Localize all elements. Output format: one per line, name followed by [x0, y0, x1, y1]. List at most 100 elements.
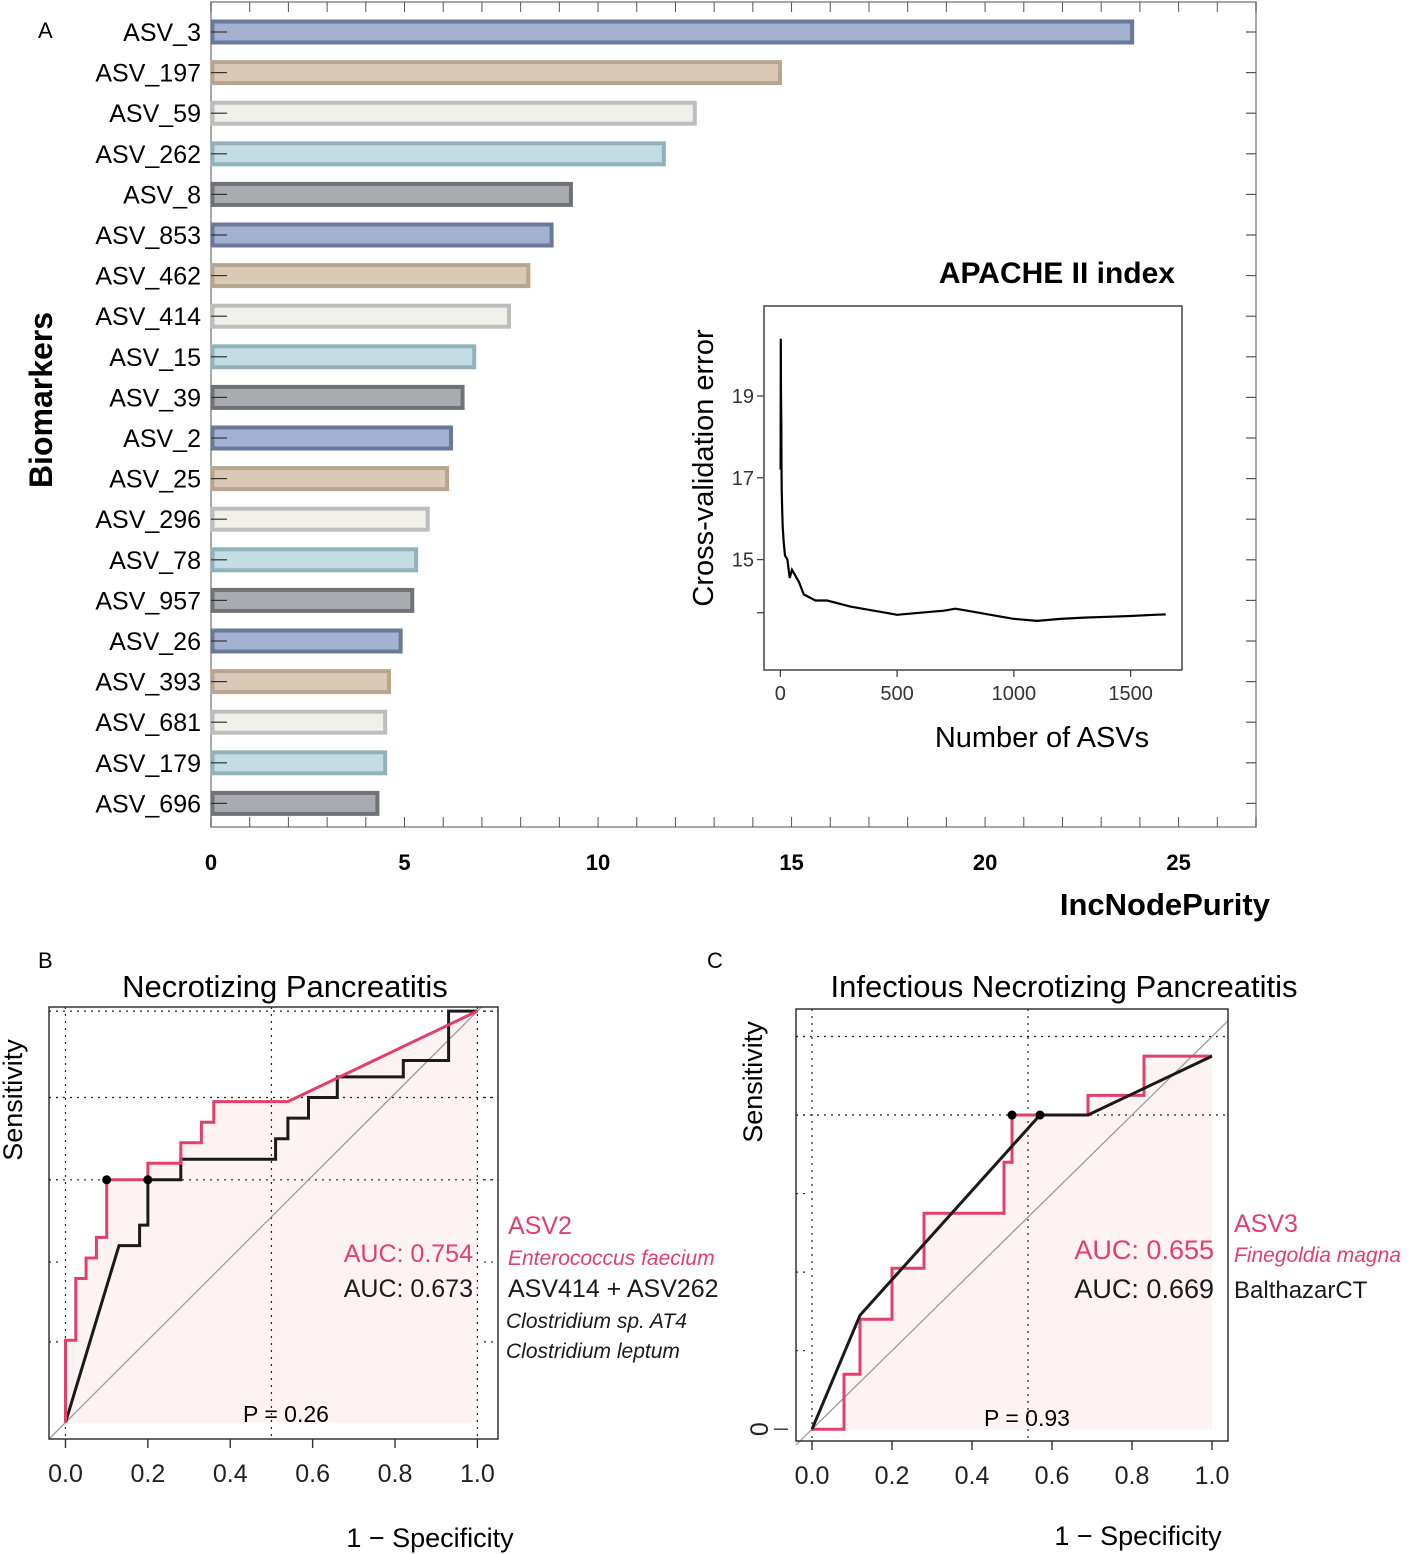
cv-x-tick-label-1000: 1000 — [992, 683, 1037, 705]
category-label-asv-179: ASV_179 — [95, 750, 201, 778]
bar-asv-696 — [210, 790, 380, 816]
x-tick-label-10: 10 — [586, 850, 610, 875]
cv-plot-frame — [763, 305, 1183, 671]
x-tick-label-1-0: 1.0 — [460, 1460, 495, 1488]
x-tick-label-15: 15 — [779, 850, 803, 875]
category-label-asv-78: ASV_78 — [109, 547, 201, 575]
panel-label-a: A — [38, 18, 53, 43]
bar-asv-853 — [210, 222, 554, 248]
rocB-diagonal — [48, 1006, 482, 1440]
importance-plot-frame — [210, 1, 1257, 828]
bar-asv-78 — [210, 547, 419, 573]
category-label-asv-393: ASV_393 — [95, 669, 201, 697]
category-label-asv-262: ASV_262 — [95, 141, 201, 169]
bar-asv-26 — [210, 628, 403, 654]
panel-a: A ASV_3ASV_197ASV_59ASV_262ASV_8ASV_853A… — [23, 1, 1271, 922]
rocB-curve-asv414-asv262 — [64, 1009, 478, 1423]
bar-asv-3 — [210, 19, 1135, 45]
cv-inset-background — [640, 250, 1200, 770]
rocC-plot-frame — [795, 1008, 1229, 1442]
panel-c: C Infectious Necrotizing Pancreatitis 0.… — [707, 948, 1401, 1551]
cv-inset: APACHE II index 0 500 1000 1500 15 17 19 Cross… — [640, 250, 1200, 770]
category-label-asv-39: ASV_39 — [109, 384, 201, 412]
cv-x-tick-label-500: 500 — [880, 683, 913, 705]
rocC-p-value: P = 0.93 — [984, 1405, 1070, 1431]
bar-asv-957 — [210, 587, 415, 613]
cv-axes: 0 500 1000 1500 15 17 19 — [732, 386, 1153, 705]
rocC-xlabel: 1 − Specificity — [1054, 1521, 1222, 1551]
rocC-auc-black: AUC: 0.669 — [1074, 1274, 1214, 1304]
cv-x-tick-label-0: 0 — [775, 683, 786, 705]
x-tick-label-0-6: 0.6 — [295, 1460, 330, 1488]
bar-asv-59 — [210, 100, 697, 126]
rocB-p-value: P = 0.26 — [243, 1401, 329, 1427]
cv-ylabel: Cross-validation error — [688, 329, 720, 607]
rocB-legend-taxon-1: Clostridium sp. AT4 — [506, 1310, 687, 1333]
rocB-legend-asv414-asv262: ASV414 + ASV262 — [508, 1275, 719, 1303]
bar-asv-262 — [210, 141, 666, 167]
cv-y-tick-label-19: 19 — [732, 386, 754, 408]
cv-error-line — [779, 338, 1166, 623]
x-tick-label-0: 0 — [205, 850, 217, 875]
category-label-asv-25: ASV_25 — [109, 466, 201, 494]
bar-asv-462 — [210, 263, 531, 289]
rocC-curve-asv3 — [812, 1054, 1212, 1431]
rocB-title: Necrotizing Pancreatitis — [122, 969, 448, 1004]
importance-x-axis: 0 5 10 15 20 25 — [205, 2, 1257, 875]
x-tick-label-25: 25 — [1166, 850, 1190, 875]
rocB-axes: 0.0 0.2 0.4 0.6 0.8 1.0 — [48, 1010, 498, 1488]
rocB-marker-asv2 — [102, 1175, 112, 1185]
panel-label-c: C — [707, 948, 723, 973]
category-label-asv-462: ASV_462 — [95, 263, 201, 291]
category-label-asv-15: ASV_15 — [109, 344, 201, 372]
rocC-legend-balthazar-ct: BalthazarCT — [1234, 1277, 1368, 1304]
rocC-marker-balthazar-ct — [1035, 1110, 1045, 1120]
category-label-asv-26: ASV_26 — [109, 628, 201, 656]
bar-asv-25 — [210, 466, 450, 492]
bar-asv-15 — [210, 344, 477, 370]
rocC-grid — [796, 1009, 1228, 1441]
x-tick-label-5: 5 — [398, 850, 410, 875]
x-tick-label-20: 20 — [973, 850, 997, 875]
importance-xlabel: IncNodePurity — [1060, 887, 1271, 922]
category-label-asv-957: ASV_957 — [95, 587, 201, 615]
rocB-auc-black: AUC: 0.673 — [344, 1275, 473, 1303]
cv-title: APACHE II index — [939, 257, 1175, 290]
rocC-auc-fill — [812, 1056, 1212, 1430]
x-tick-label-0-8: 0.8 — [378, 1460, 413, 1488]
rocB-legend-taxon-2: Clostridium leptum — [506, 1340, 680, 1363]
importance-ylabel: Biomarkers — [23, 312, 59, 488]
rocB-xlabel: 1 − Specificity — [346, 1523, 514, 1553]
rocC-legend-taxon-asv3: Finegoldia magna — [1234, 1244, 1401, 1267]
bar-asv-681 — [210, 709, 388, 735]
x-tick-label-0-4: 0.4 — [213, 1460, 248, 1488]
bar-asv-197 — [210, 60, 782, 86]
rocB-auc-red: AUC: 0.754 — [344, 1240, 473, 1268]
x-tick-label-0-0: 0.0 — [795, 1462, 830, 1490]
category-label-asv-853: ASV_853 — [95, 222, 201, 250]
x-tick-label-0-2: 0.2 — [130, 1460, 165, 1488]
x-tick-label-1-0: 1.0 — [1195, 1462, 1230, 1490]
cv-y-tick-label-17: 17 — [732, 468, 754, 490]
category-label-asv-8: ASV_8 — [123, 181, 201, 209]
rocC-marker-asv3 — [1007, 1110, 1017, 1120]
bar-asv-39 — [210, 384, 465, 410]
bar-asv-2 — [210, 425, 453, 451]
rocC-diagonal — [795, 1020, 1229, 1446]
rocB-ylabel: Sensitivity — [0, 1039, 28, 1161]
x-tick-label-0-8: 0.8 — [1115, 1462, 1150, 1490]
x-tick-label-0-2: 0.2 — [875, 1462, 910, 1490]
rocB-legend-asv2: ASV2 — [508, 1212, 572, 1240]
cv-y-tick-label-15: 15 — [732, 550, 754, 572]
category-label-asv-3: ASV_3 — [123, 19, 201, 47]
category-label-asv-414: ASV_414 — [95, 303, 201, 331]
rocC-auc-red: AUC: 0.655 — [1074, 1235, 1214, 1265]
category-label-asv-681: ASV_681 — [95, 709, 201, 737]
category-label-asv-2: ASV_2 — [123, 425, 201, 453]
cv-xlabel: Number of ASVs — [935, 722, 1149, 754]
rocB-curve-asv2 — [64, 1009, 479, 1423]
category-label-asv-696: ASV_696 — [95, 790, 201, 818]
category-label-asv-59: ASV_59 — [109, 100, 201, 128]
rocC-legend-asv3: ASV3 — [1234, 1210, 1298, 1238]
